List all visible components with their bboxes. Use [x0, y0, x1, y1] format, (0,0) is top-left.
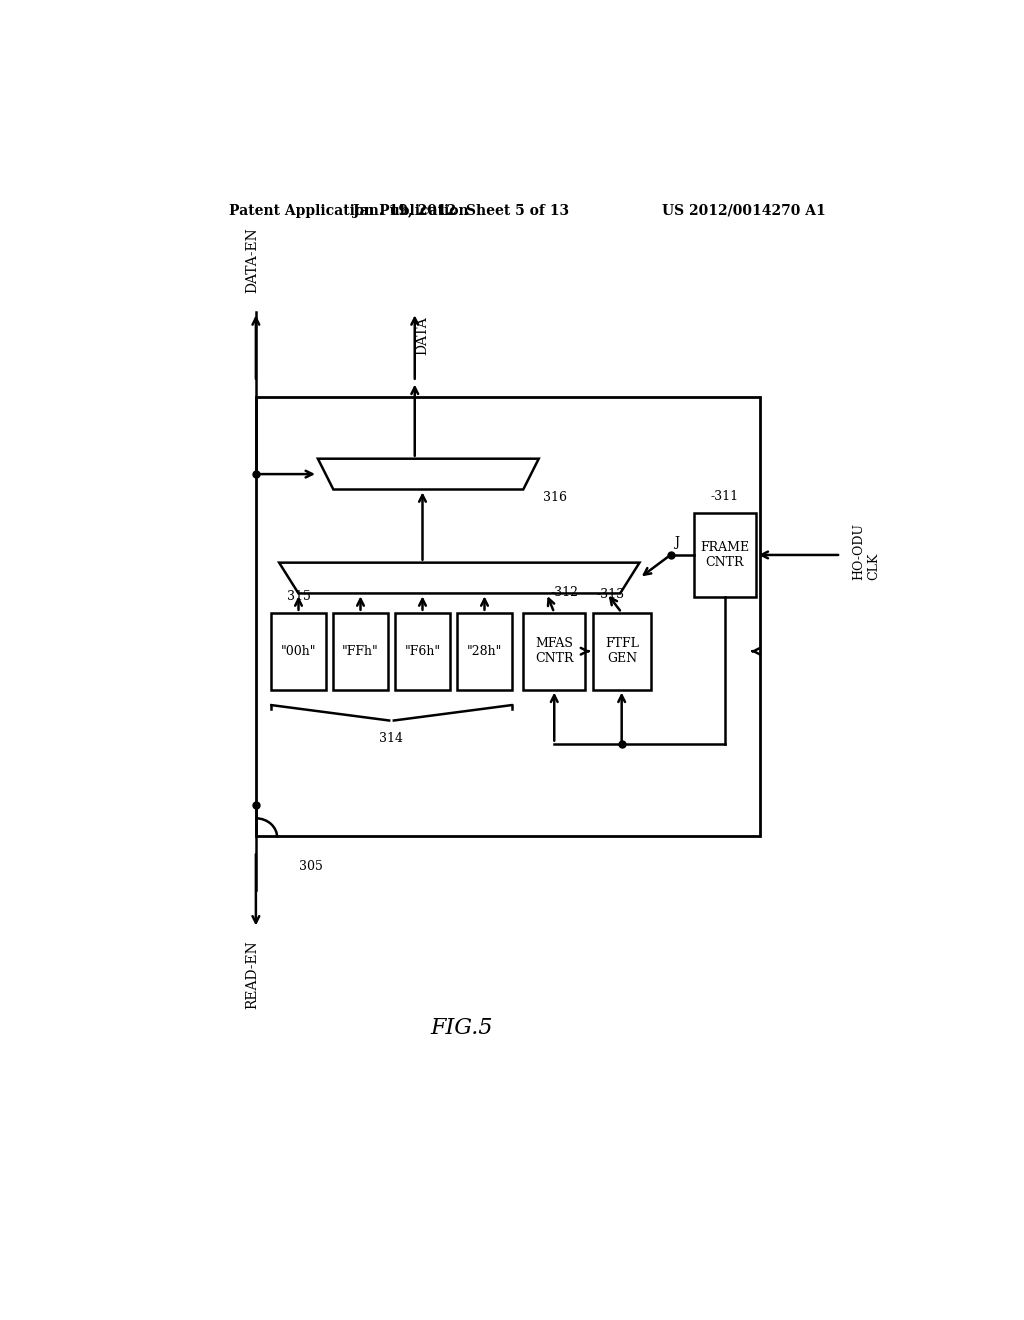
Text: FRAME
CNTR: FRAME CNTR	[700, 541, 750, 569]
Text: HO-ODU
CLK: HO-ODU CLK	[853, 523, 881, 579]
Text: -311: -311	[711, 490, 738, 503]
Text: FIG.5: FIG.5	[430, 1018, 493, 1040]
Text: 315: 315	[287, 590, 310, 603]
Bar	[593, 612, 651, 689]
Text: "28h": "28h"	[467, 644, 502, 657]
Text: DATA-EN: DATA-EN	[245, 227, 259, 293]
Bar	[523, 612, 586, 689]
Text: MFAS
CNTR: MFAS CNTR	[535, 638, 573, 665]
Text: -312: -312	[550, 586, 579, 599]
Text: J: J	[675, 536, 679, 549]
Text: "FFh": "FFh"	[342, 644, 379, 657]
Bar	[271, 612, 326, 689]
Text: 314: 314	[380, 733, 403, 744]
Polygon shape	[317, 459, 539, 490]
Text: US 2012/0014270 A1: US 2012/0014270 A1	[662, 203, 825, 218]
Polygon shape	[280, 562, 640, 594]
Text: READ-EN: READ-EN	[245, 940, 259, 1008]
Text: -313: -313	[597, 589, 625, 601]
Bar	[693, 512, 756, 597]
Bar	[334, 612, 388, 689]
Text: Patent Application Publication: Patent Application Publication	[228, 203, 468, 218]
Text: 316: 316	[543, 491, 566, 504]
Text: "F6h": "F6h"	[404, 644, 440, 657]
Bar	[458, 612, 512, 689]
Bar	[395, 612, 450, 689]
Text: 305: 305	[299, 861, 323, 874]
Text: DATA: DATA	[416, 315, 429, 355]
Text: "00h": "00h"	[281, 644, 316, 657]
Text: FTFL
GEN: FTFL GEN	[605, 638, 639, 665]
Text: Jan. 19, 2012  Sheet 5 of 13: Jan. 19, 2012 Sheet 5 of 13	[353, 203, 569, 218]
Bar	[256, 397, 760, 836]
